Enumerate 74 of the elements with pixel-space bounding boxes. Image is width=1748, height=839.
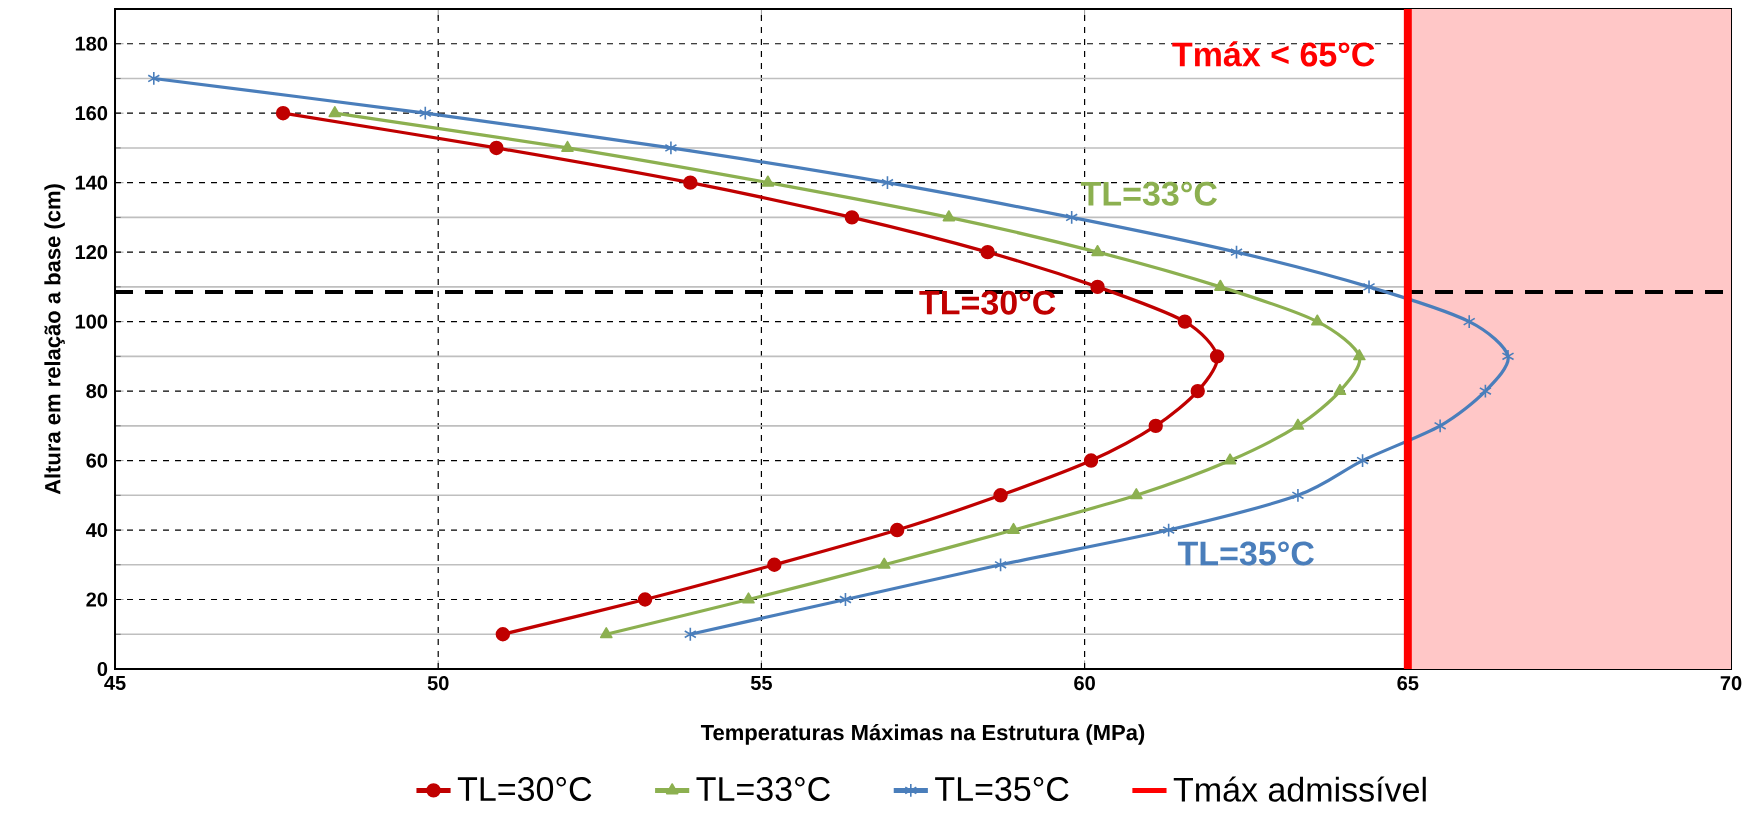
x-tick-label: 55	[750, 676, 772, 690]
point	[761, 175, 775, 187]
point	[1310, 314, 1324, 326]
point	[1356, 453, 1369, 468]
point	[561, 140, 574, 152]
x-tick-label: 50	[427, 676, 449, 691]
point	[328, 106, 342, 118]
point	[1065, 210, 1079, 225]
legend-label: TL=30°C	[457, 777, 592, 802]
y-tick-label: 20	[86, 592, 108, 607]
point	[1214, 279, 1227, 291]
y-tick-label: 100	[75, 314, 108, 329]
point	[683, 627, 697, 642]
point	[1352, 349, 1366, 361]
point	[1333, 383, 1347, 396]
point	[1291, 418, 1305, 430]
point	[1230, 244, 1243, 260]
point	[742, 592, 755, 604]
point	[994, 557, 1007, 572]
point	[637, 592, 653, 607]
point	[1479, 383, 1492, 399]
y-tick-label: 140	[75, 175, 108, 190]
point	[881, 175, 894, 190]
point	[839, 592, 852, 607]
point	[1291, 488, 1305, 503]
x-tick-label: 60	[1074, 676, 1095, 691]
point	[980, 244, 995, 260]
annotation: TL=30°C	[919, 290, 1056, 315]
point	[1129, 488, 1143, 500]
point	[889, 522, 905, 538]
point	[1083, 453, 1099, 468]
legend-label: Tmáx admissível	[1173, 776, 1426, 802]
x-axis-title: Temperaturas Máximas na Estrutura (MPa)	[700, 723, 1145, 745]
point	[844, 210, 860, 225]
point	[767, 557, 782, 572]
x-tick-label: 45	[104, 676, 126, 690]
point	[1462, 314, 1476, 329]
x-tick-label: 70	[1720, 676, 1742, 691]
y-tick-label: 120	[75, 245, 108, 260]
point	[664, 140, 678, 156]
y-tick-label: 160	[75, 106, 108, 121]
point	[275, 106, 291, 121]
point	[1007, 522, 1020, 535]
annotation: Tmáx < 65°C	[1172, 41, 1375, 67]
legend-label: TL=35°C	[935, 777, 1069, 802]
point	[599, 627, 613, 639]
x-tick-label: 65	[1397, 676, 1419, 691]
point	[1433, 418, 1447, 434]
y-tick-label: 40	[86, 522, 108, 538]
point	[1148, 418, 1163, 434]
point	[147, 71, 161, 86]
y-axis-title: Altura em relação a base (cm)	[44, 184, 65, 495]
point	[1362, 279, 1376, 295]
point	[1162, 522, 1175, 538]
point	[495, 627, 511, 642]
point	[1209, 349, 1225, 364]
point	[683, 175, 698, 190]
y-tick-label: 180	[75, 36, 108, 51]
point	[1223, 453, 1237, 465]
annotation: TL=33°C	[1080, 181, 1217, 206]
point	[1190, 383, 1205, 399]
y-tick-label: 0	[97, 661, 108, 677]
legend-label: TL=33°C	[696, 777, 830, 802]
y-tick-label: 80	[86, 384, 108, 399]
y-tick-label: 60	[86, 453, 108, 468]
point	[418, 106, 432, 121]
point	[877, 557, 891, 569]
point	[993, 488, 1008, 503]
point	[1090, 279, 1105, 295]
point	[1177, 314, 1192, 329]
point	[942, 210, 956, 222]
annotation: TL=35°C	[1177, 541, 1314, 566]
point	[489, 140, 504, 156]
point	[1091, 244, 1104, 257]
